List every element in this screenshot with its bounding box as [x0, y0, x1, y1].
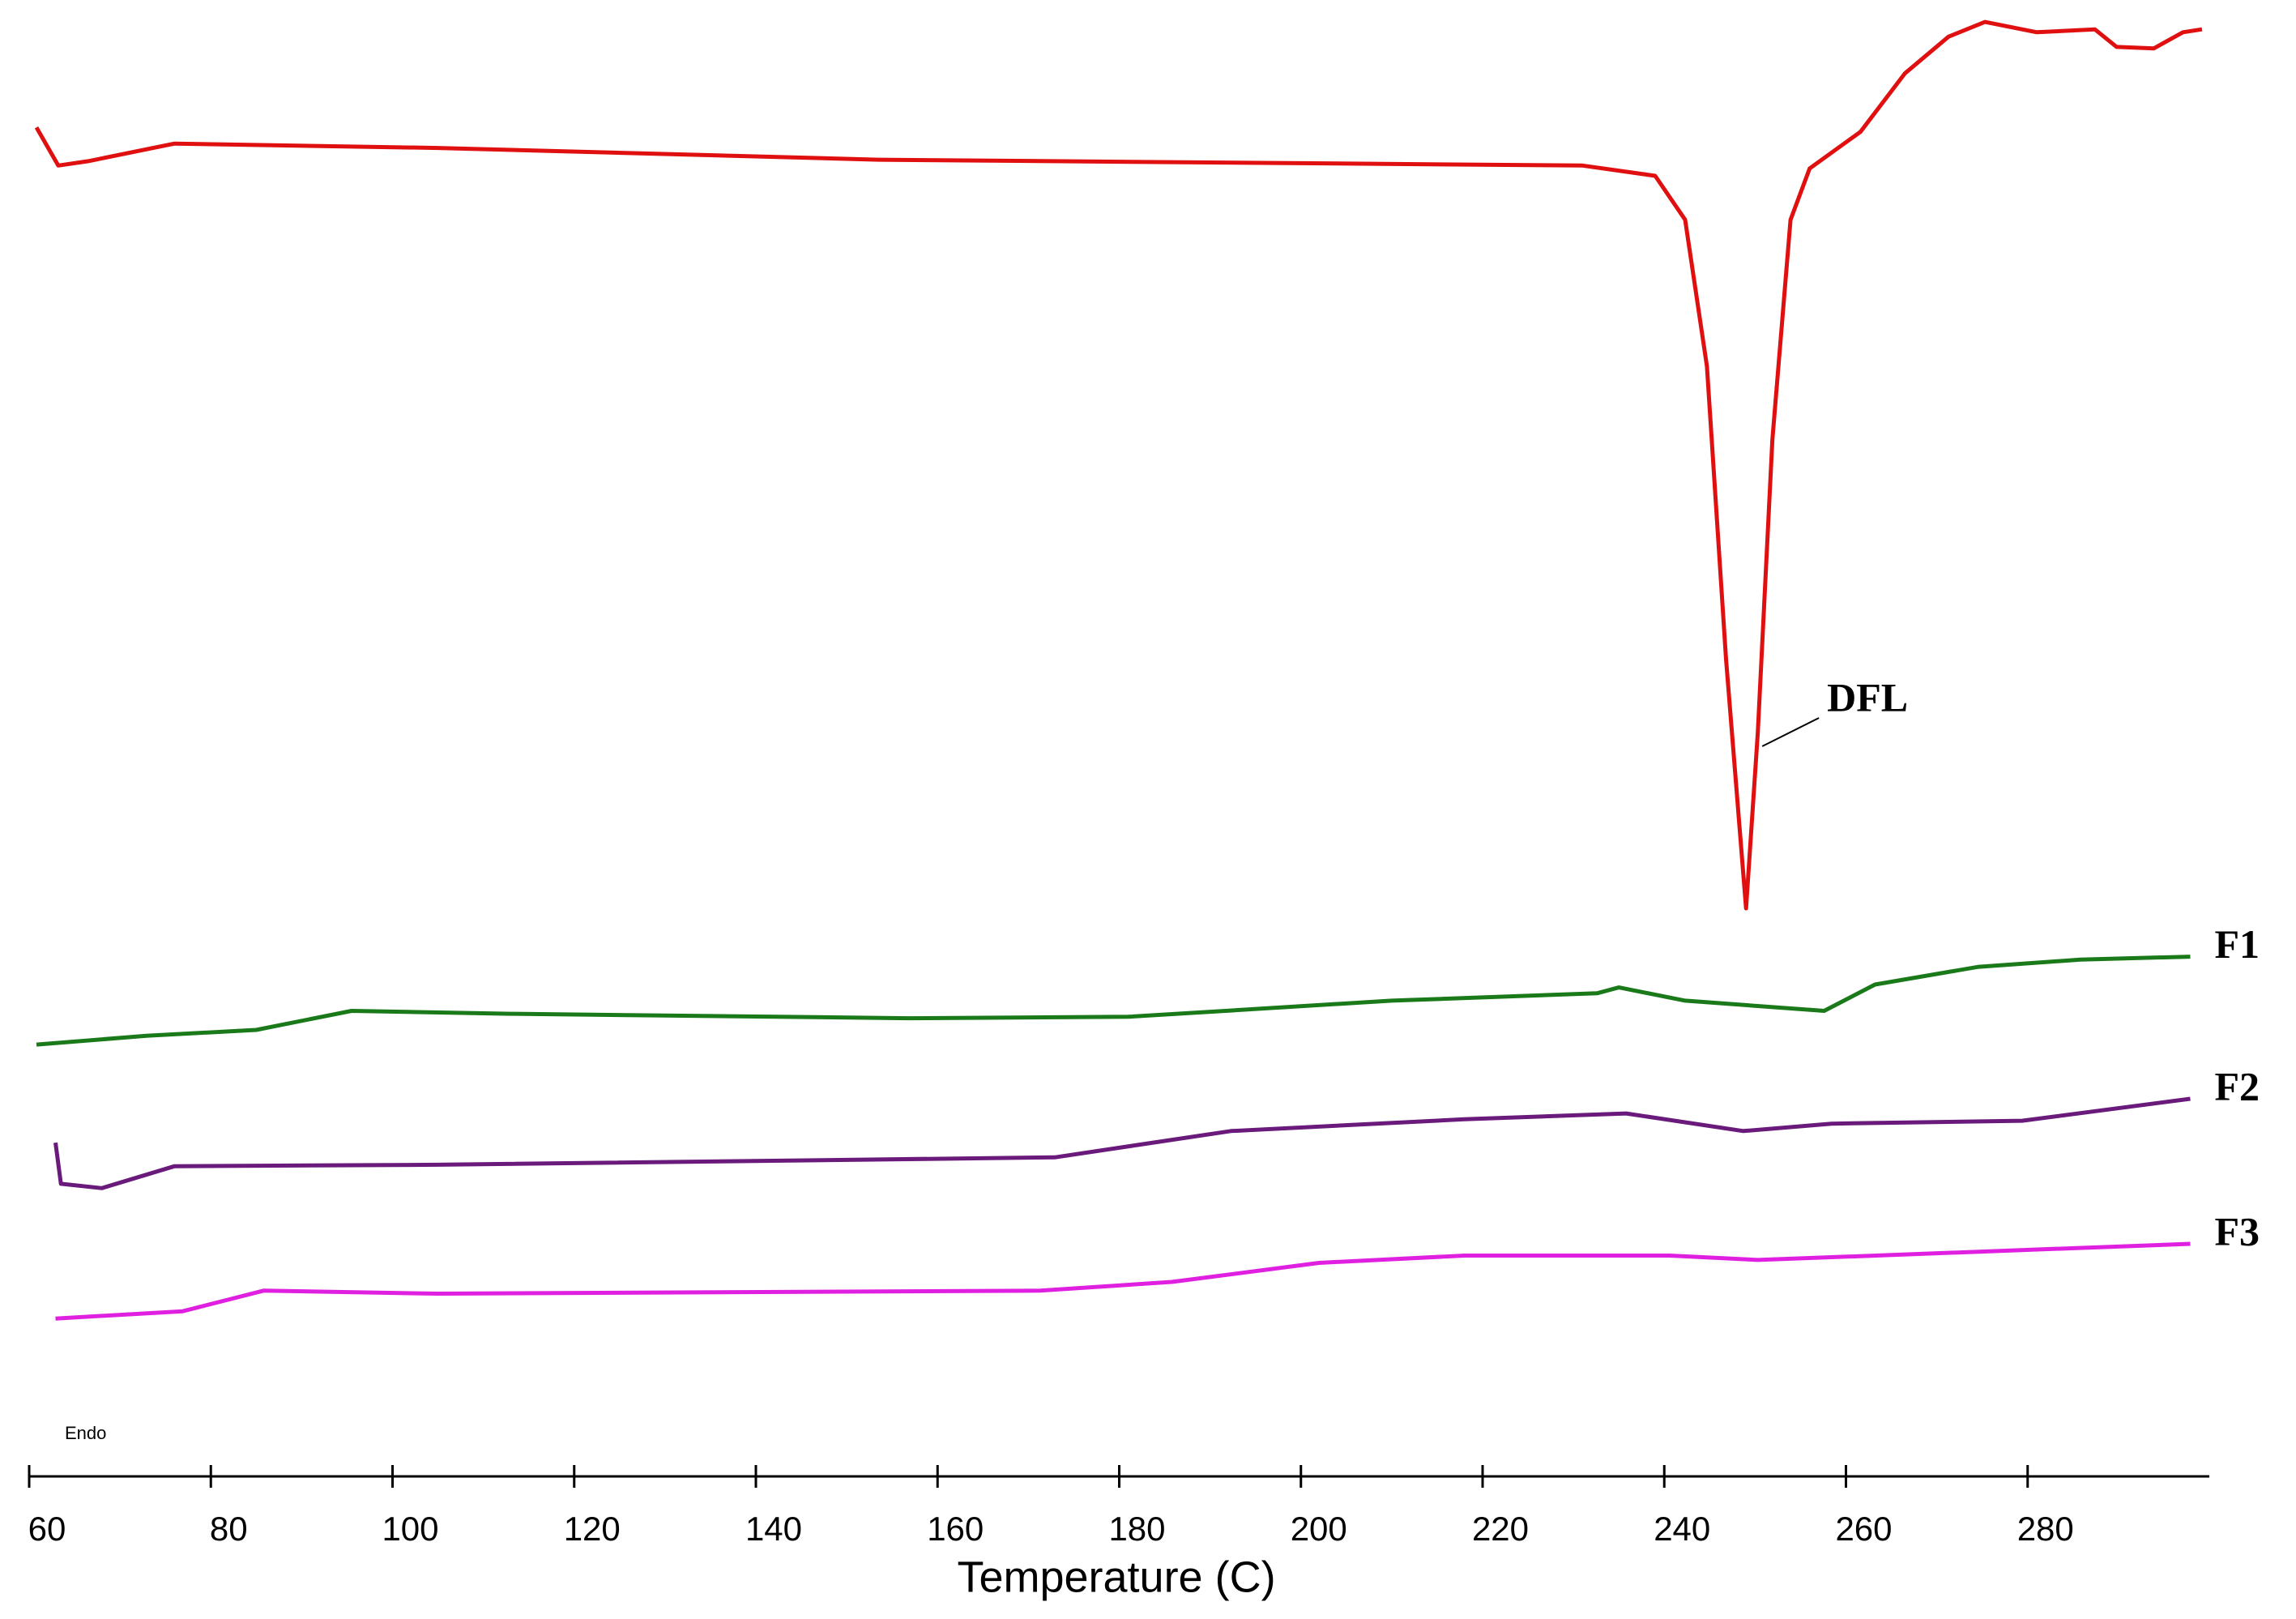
series-line [53, 1096, 2191, 1190]
x-axis-title: Temperature (C) [957, 1553, 1275, 1601]
series-line [36, 955, 2191, 1047]
x-tick-label: 140 [745, 1510, 802, 1548]
series-label: F3 [2214, 1208, 2260, 1254]
x-tick-label: 100 [382, 1510, 438, 1548]
x-tick-label: 160 [927, 1510, 984, 1548]
x-tick-label: 200 [1291, 1510, 1347, 1548]
x-tick-label: 260 [1835, 1510, 1892, 1548]
annotation: Endo [65, 1423, 106, 1443]
x-tick-label: 180 [1108, 1510, 1165, 1548]
x-tick-label: 120 [564, 1510, 621, 1548]
series-line [34, 19, 2203, 911]
x-tick-label: 60 [28, 1510, 66, 1548]
series-label: F2 [2214, 1063, 2260, 1109]
x-tick-label: 240 [1654, 1510, 1710, 1548]
series-label: DFL [1827, 674, 1908, 720]
x-tick-label: 280 [2017, 1510, 2074, 1548]
series-line [55, 1241, 2191, 1321]
x-tick-label: 80 [210, 1510, 248, 1548]
leader-line [1761, 717, 1820, 747]
x-tick-label: 220 [1472, 1510, 1529, 1548]
series-label: F1 [2214, 921, 2260, 967]
